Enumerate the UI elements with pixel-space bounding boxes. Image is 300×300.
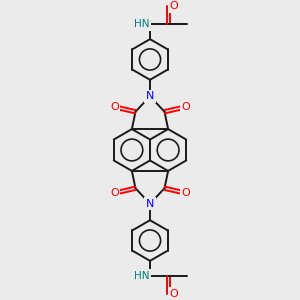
Text: HN: HN: [134, 19, 149, 29]
Text: O: O: [110, 102, 119, 112]
Text: O: O: [181, 188, 190, 198]
Text: O: O: [110, 188, 119, 198]
Text: HN: HN: [134, 271, 149, 281]
Text: N: N: [146, 199, 154, 209]
Text: O: O: [181, 102, 190, 112]
Text: O: O: [169, 289, 178, 299]
Text: O: O: [169, 1, 178, 11]
Text: N: N: [146, 91, 154, 101]
